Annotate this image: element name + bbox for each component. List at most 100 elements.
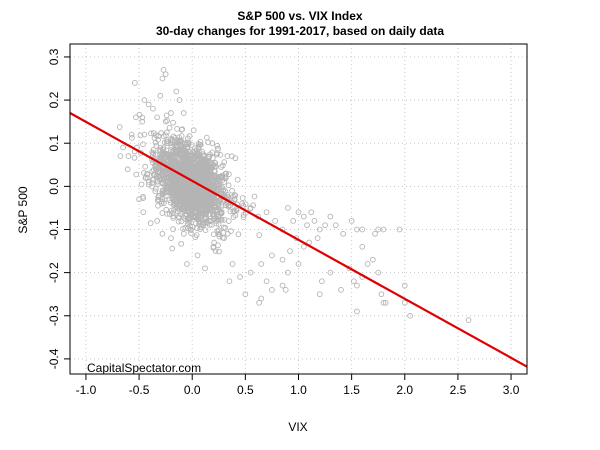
scatter-cloud-point bbox=[219, 162, 226, 169]
axes: -1.0 -0.5 0.0 0.5 1.0 1.5 2.0 2.5 3.0 -0.4 -0.3 -0.… bbox=[47, 43, 528, 397]
scatter-cloud-point bbox=[157, 174, 164, 181]
scatter-point bbox=[150, 105, 156, 112]
scatter-point bbox=[168, 110, 174, 116]
scatter-cloud-point bbox=[165, 185, 172, 192]
scatter-cloud-point bbox=[149, 159, 156, 166]
scatter-point bbox=[263, 278, 270, 285]
scatter-cloud-point bbox=[160, 133, 167, 140]
scatter-cloud-point bbox=[211, 239, 217, 246]
scatter-cloud-point bbox=[177, 165, 183, 171]
scatter-cloud-point bbox=[218, 188, 224, 195]
scatter-cloud-point bbox=[185, 186, 192, 193]
scatter-cloud-point bbox=[136, 111, 143, 118]
scatter-point bbox=[396, 226, 403, 233]
scatter-point bbox=[154, 218, 160, 224]
watermark-text: CapitalSpectator.com bbox=[87, 361, 201, 375]
scatter-cloud-point bbox=[215, 145, 221, 152]
scatter-cloud-point bbox=[142, 175, 149, 181]
scatter-cloud-point bbox=[195, 186, 202, 193]
scatter-cloud-point bbox=[170, 119, 176, 126]
scatter-cloud-point bbox=[181, 164, 187, 171]
scatter-cloud-point bbox=[185, 219, 192, 225]
scatter-cloud-point bbox=[206, 153, 213, 160]
scatter-cloud-point bbox=[160, 151, 167, 158]
scatter-cloud-point bbox=[227, 208, 234, 215]
scatter-cloud-point bbox=[185, 184, 192, 191]
scatter-point bbox=[226, 278, 233, 285]
scatter-point bbox=[140, 209, 147, 216]
grid-lines bbox=[70, 44, 527, 374]
scatter-point bbox=[279, 256, 286, 263]
scatter-cloud-point bbox=[149, 168, 156, 175]
scatter-point bbox=[136, 196, 142, 203]
scatter-cloud-point bbox=[192, 207, 199, 214]
scatter-cloud-point bbox=[218, 202, 225, 208]
scatter-cloud-point bbox=[147, 220, 154, 226]
scatter-cloud-point bbox=[153, 164, 160, 170]
scatter-cloud-point bbox=[160, 174, 167, 181]
scatter-cloud-point bbox=[242, 201, 249, 208]
y-tick-label: 0.1 bbox=[47, 135, 61, 152]
scatter-cloud-point bbox=[165, 171, 171, 177]
scatter-cloud-point bbox=[152, 139, 159, 146]
scatter-point bbox=[159, 230, 166, 237]
scatter-cloud-point bbox=[215, 177, 221, 184]
scatter-cloud-point bbox=[166, 153, 173, 160]
scatter-cloud-point bbox=[164, 117, 170, 124]
scatter-cloud-point bbox=[155, 196, 162, 203]
scatter-cloud-point bbox=[152, 188, 159, 195]
scatter-cloud-point bbox=[184, 164, 190, 171]
scatter-cloud-point bbox=[225, 182, 232, 189]
scatter-cloud-point bbox=[168, 147, 174, 153]
scatter-cloud-point bbox=[200, 201, 206, 207]
x-tick-label: 0.0 bbox=[184, 383, 201, 397]
scatter-cloud-point bbox=[216, 182, 223, 189]
scatter-cloud-point bbox=[209, 140, 216, 147]
scatter-point bbox=[125, 153, 132, 160]
scatter-cloud-point bbox=[140, 141, 146, 148]
scatter-point bbox=[256, 299, 263, 306]
scatter-cloud-point bbox=[217, 208, 224, 215]
scatter-cloud-point bbox=[189, 153, 195, 160]
x-axis-label: VIX bbox=[288, 420, 307, 434]
scatter-cloud-point bbox=[194, 168, 201, 175]
scatter-cloud-point bbox=[197, 163, 204, 170]
scatter-point bbox=[159, 75, 166, 82]
scatter-point bbox=[141, 97, 148, 103]
scatter-cloud-point bbox=[129, 134, 135, 141]
scatter-cloud-point bbox=[175, 218, 182, 225]
scatter-point bbox=[316, 226, 323, 233]
scatter-cloud-point bbox=[161, 200, 167, 206]
scatter-point bbox=[237, 274, 243, 280]
scatter-cloud-point bbox=[144, 171, 150, 178]
scatter-cloud-point bbox=[205, 164, 212, 170]
scatter-point bbox=[359, 243, 366, 250]
y-tick-label: 0.0 bbox=[47, 178, 61, 195]
scatter-cloud-point bbox=[179, 126, 186, 133]
scatter-point bbox=[340, 230, 346, 237]
scatter-cloud-point bbox=[247, 205, 254, 212]
regression-line bbox=[69, 112, 528, 368]
scatter-cloud-point bbox=[184, 160, 191, 167]
scatter-point bbox=[304, 222, 310, 229]
x-tick-label: 0.5 bbox=[237, 383, 254, 397]
scatter-point bbox=[319, 278, 325, 285]
scatter-cloud-point bbox=[211, 185, 217, 192]
scatter-cloud-point bbox=[235, 231, 242, 238]
scatter-cloud-point bbox=[195, 195, 202, 202]
scatter-cloud-point bbox=[165, 188, 171, 195]
scatter-point bbox=[354, 282, 360, 289]
scatter-cloud-point bbox=[226, 171, 232, 178]
scatter-point bbox=[128, 131, 135, 138]
scatter-point bbox=[176, 97, 183, 103]
scatter-cloud-point bbox=[215, 174, 222, 180]
scatter-cloud-point bbox=[186, 170, 193, 177]
scatter-cloud-point bbox=[183, 199, 190, 205]
scatter-cloud-point bbox=[142, 163, 148, 170]
scatter-cloud-point bbox=[198, 208, 205, 215]
scatter-cloud-point bbox=[192, 234, 199, 241]
scatter-cloud-point bbox=[167, 156, 173, 162]
scatter-cloud-point bbox=[195, 189, 202, 196]
chart-subtitle: 30-day changes for 1991-2017, based on d… bbox=[156, 24, 444, 38]
scatter-cloud-point bbox=[215, 214, 222, 221]
